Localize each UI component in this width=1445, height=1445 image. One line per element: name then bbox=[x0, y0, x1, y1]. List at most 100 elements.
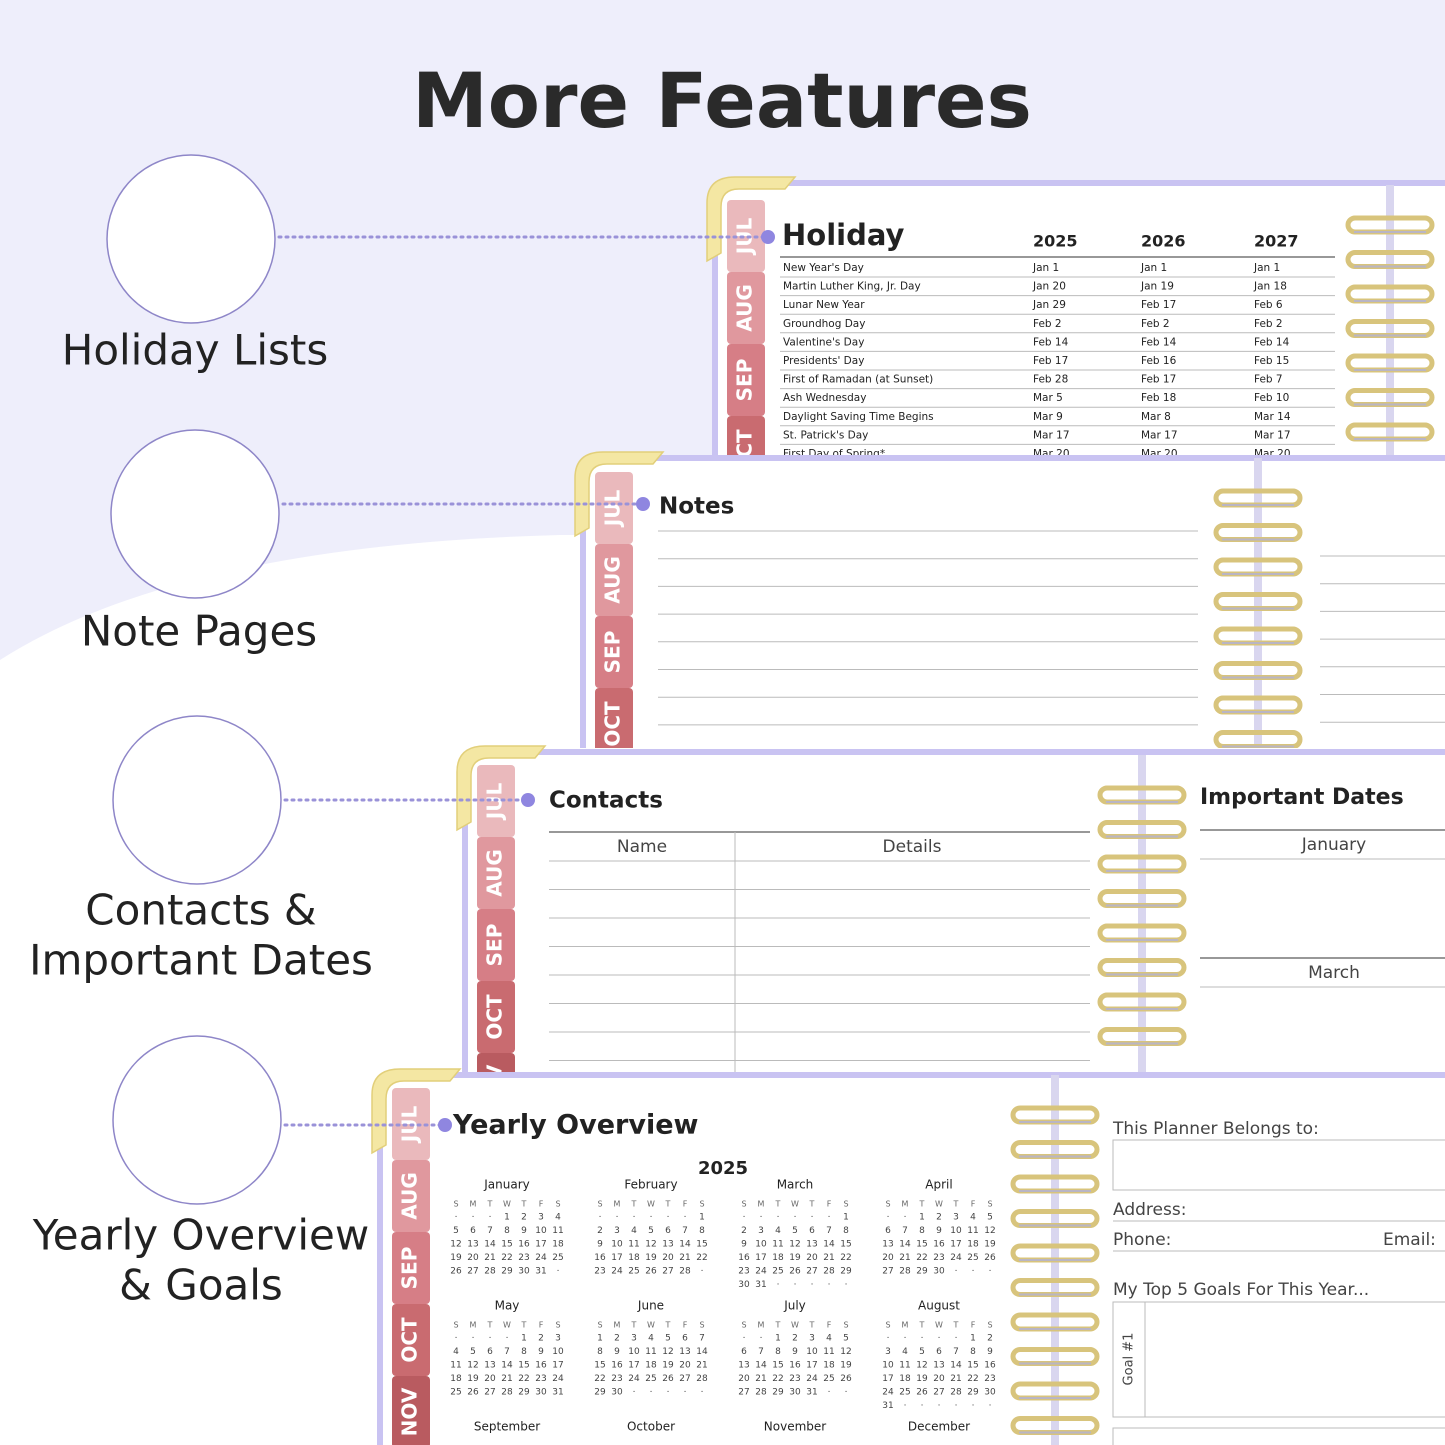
month-tab-label: JUL bbox=[483, 783, 507, 822]
day: 8 bbox=[775, 1347, 781, 1357]
month-tab bbox=[477, 981, 515, 1053]
day: 27 bbox=[467, 1267, 478, 1277]
page-gap bbox=[1254, 458, 1262, 748]
day: 16 bbox=[789, 1361, 801, 1371]
weekday: T bbox=[953, 1200, 959, 1209]
month-name: September bbox=[474, 1420, 540, 1434]
feature-label: & Goals bbox=[119, 1261, 283, 1310]
day: 17 bbox=[806, 1361, 817, 1371]
day: 18 bbox=[823, 1361, 835, 1371]
day: · bbox=[794, 1213, 797, 1223]
weekday: F bbox=[971, 1321, 976, 1330]
day: 14 bbox=[950, 1361, 962, 1371]
day: 2 bbox=[597, 1226, 603, 1236]
day: · bbox=[921, 1334, 924, 1344]
day: · bbox=[506, 1334, 509, 1344]
day: 2 bbox=[614, 1334, 620, 1344]
day: 22 bbox=[772, 1374, 783, 1384]
weekday: S bbox=[843, 1200, 848, 1209]
day: 23 bbox=[984, 1374, 995, 1384]
day: 4 bbox=[970, 1213, 976, 1223]
feature-label: Important Dates bbox=[29, 936, 373, 985]
day: 28 bbox=[755, 1388, 767, 1398]
day: 10 bbox=[628, 1347, 640, 1357]
weekday: S bbox=[453, 1321, 458, 1330]
holiday-cell: Feb 7 bbox=[1254, 374, 1283, 386]
day: · bbox=[472, 1213, 475, 1223]
day: 25 bbox=[628, 1267, 639, 1277]
day: 25 bbox=[967, 1253, 978, 1263]
day: 14 bbox=[755, 1361, 767, 1371]
day: 10 bbox=[882, 1361, 894, 1371]
weekday: T bbox=[919, 1321, 925, 1330]
day: 31 bbox=[882, 1401, 893, 1411]
day: 24 bbox=[755, 1267, 767, 1277]
holiday-cell: Feb 2 bbox=[1141, 318, 1170, 330]
weekday: T bbox=[631, 1321, 637, 1330]
connector-dot bbox=[521, 793, 535, 807]
day: 7 bbox=[682, 1226, 688, 1236]
connector-dot bbox=[761, 230, 775, 244]
day: 17 bbox=[950, 1240, 961, 1250]
weekday: S bbox=[699, 1200, 704, 1209]
day: 17 bbox=[755, 1253, 766, 1263]
day: 18 bbox=[899, 1374, 911, 1384]
day: · bbox=[904, 1401, 907, 1411]
day: 27 bbox=[806, 1267, 817, 1277]
feature-label: Yearly Overview bbox=[32, 1211, 370, 1260]
gold-corner bbox=[456, 745, 547, 832]
weekday: W bbox=[935, 1200, 943, 1209]
day: 21 bbox=[484, 1253, 495, 1263]
holiday-cell: Jan 1 bbox=[1140, 262, 1167, 274]
weekday: T bbox=[487, 1321, 493, 1330]
weekday: M bbox=[614, 1321, 621, 1330]
holiday-cell: Feb 28 bbox=[1033, 374, 1068, 386]
weekday: S bbox=[555, 1321, 560, 1330]
day: 14 bbox=[501, 1361, 513, 1371]
day: 8 bbox=[597, 1347, 603, 1357]
holiday-cell: Feb 6 bbox=[1254, 299, 1283, 311]
weekday: M bbox=[758, 1200, 765, 1209]
day: 4 bbox=[555, 1213, 561, 1223]
day: 27 bbox=[738, 1388, 749, 1398]
day: 10 bbox=[535, 1226, 547, 1236]
day: 15 bbox=[594, 1361, 605, 1371]
day: 28 bbox=[501, 1388, 513, 1398]
day: 16 bbox=[535, 1361, 547, 1371]
day: 12 bbox=[789, 1240, 800, 1250]
weekday: W bbox=[791, 1321, 799, 1330]
day: 7 bbox=[487, 1226, 493, 1236]
day: 30 bbox=[738, 1280, 750, 1290]
day: 7 bbox=[699, 1334, 705, 1344]
holiday-cell: Lunar New Year bbox=[783, 299, 865, 311]
month-name: February bbox=[624, 1178, 677, 1192]
day: 26 bbox=[840, 1374, 852, 1384]
day: 10 bbox=[806, 1347, 818, 1357]
day: 3 bbox=[538, 1213, 544, 1223]
month-tab bbox=[392, 1304, 430, 1376]
day: 30 bbox=[611, 1388, 623, 1398]
day: 2 bbox=[936, 1213, 942, 1223]
weekday: T bbox=[665, 1200, 671, 1209]
day: 13 bbox=[933, 1361, 944, 1371]
day: 17 bbox=[882, 1374, 893, 1384]
day: 7 bbox=[902, 1226, 908, 1236]
day: 23 bbox=[594, 1267, 605, 1277]
day: 24 bbox=[950, 1253, 962, 1263]
day: 29 bbox=[518, 1388, 530, 1398]
day: 11 bbox=[450, 1361, 461, 1371]
holiday-cell: Feb 2 bbox=[1033, 318, 1062, 330]
day: 4 bbox=[453, 1347, 459, 1357]
month-tab bbox=[392, 1376, 430, 1445]
owner-label: Email: bbox=[1383, 1230, 1436, 1250]
day: 5 bbox=[919, 1347, 925, 1357]
day: 1 bbox=[699, 1213, 705, 1223]
day: 19 bbox=[645, 1253, 657, 1263]
month-tab bbox=[477, 909, 515, 981]
day: 23 bbox=[535, 1374, 546, 1384]
day: 16 bbox=[611, 1361, 623, 1371]
day: 23 bbox=[738, 1267, 749, 1277]
month-name: May bbox=[495, 1299, 520, 1313]
day: 25 bbox=[823, 1374, 834, 1384]
day: 14 bbox=[696, 1347, 708, 1357]
